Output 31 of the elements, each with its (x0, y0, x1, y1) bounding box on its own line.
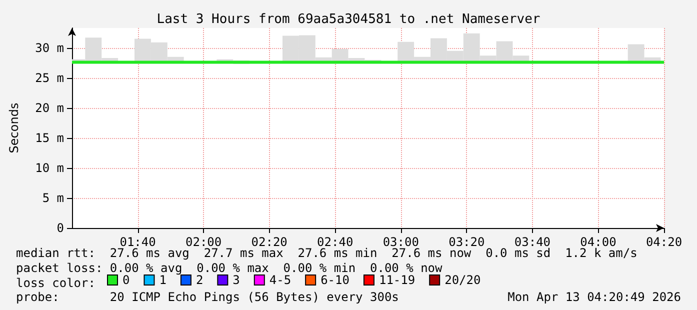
y-tick-label: 25 m (35, 70, 64, 85)
x-tick-label: 04:00 (580, 235, 616, 249)
y-tick-label: 30 m (35, 40, 64, 55)
x-tick-label: 04:20 (646, 235, 682, 249)
legend-label: 20/20 (444, 273, 481, 287)
x-tick-label: 01:40 (120, 235, 156, 249)
y-tick-label: 10 m (35, 160, 64, 175)
text: probe: 20 ICMP Echo Pings (56 Bytes) every 300s (16, 290, 399, 304)
legend-label: 4-5 (269, 273, 292, 287)
x-tick-label: 02:20 (251, 235, 288, 249)
x-tick-label: 03:40 (514, 235, 551, 249)
x-tick-label: 03:20 (448, 235, 485, 249)
x-tick-label: 02:40 (317, 235, 354, 249)
legend-title: loss color: (16, 276, 96, 290)
y-tick-label: 20 m (35, 100, 64, 115)
text: median rtt: 27.6 ms avg 27.7 ms max 27.6 ms min 27.6 ms now 0.0 ms sd 1.2 k am/s (16, 246, 638, 260)
legend-label: 2 (196, 273, 204, 287)
y-tick-label: 15 m (35, 130, 64, 145)
legend-label: 3 (232, 273, 240, 287)
legend-label: 11-19 (378, 273, 416, 287)
x-tick-label: 03:00 (382, 235, 419, 249)
text: Mon Apr 13 04:20:49 2026 (508, 290, 681, 304)
legend-label: 6-10 (320, 273, 350, 287)
text: packet loss: 0.00 % avg 0.00 % max 0.00 % min 0.00 % now (16, 261, 444, 275)
legend-label: 1 (159, 273, 166, 287)
legend-label: 0 (122, 273, 130, 287)
y-axis-title: Seconds (7, 102, 21, 154)
chart-title: Last 3 Hours from 69aa5a304581 to .net Nameserver (156, 12, 540, 27)
y-tick-label: 0 (56, 221, 64, 235)
y-tick-label: 5 m (42, 190, 64, 205)
x-tick-label: 02:00 (186, 235, 222, 249)
